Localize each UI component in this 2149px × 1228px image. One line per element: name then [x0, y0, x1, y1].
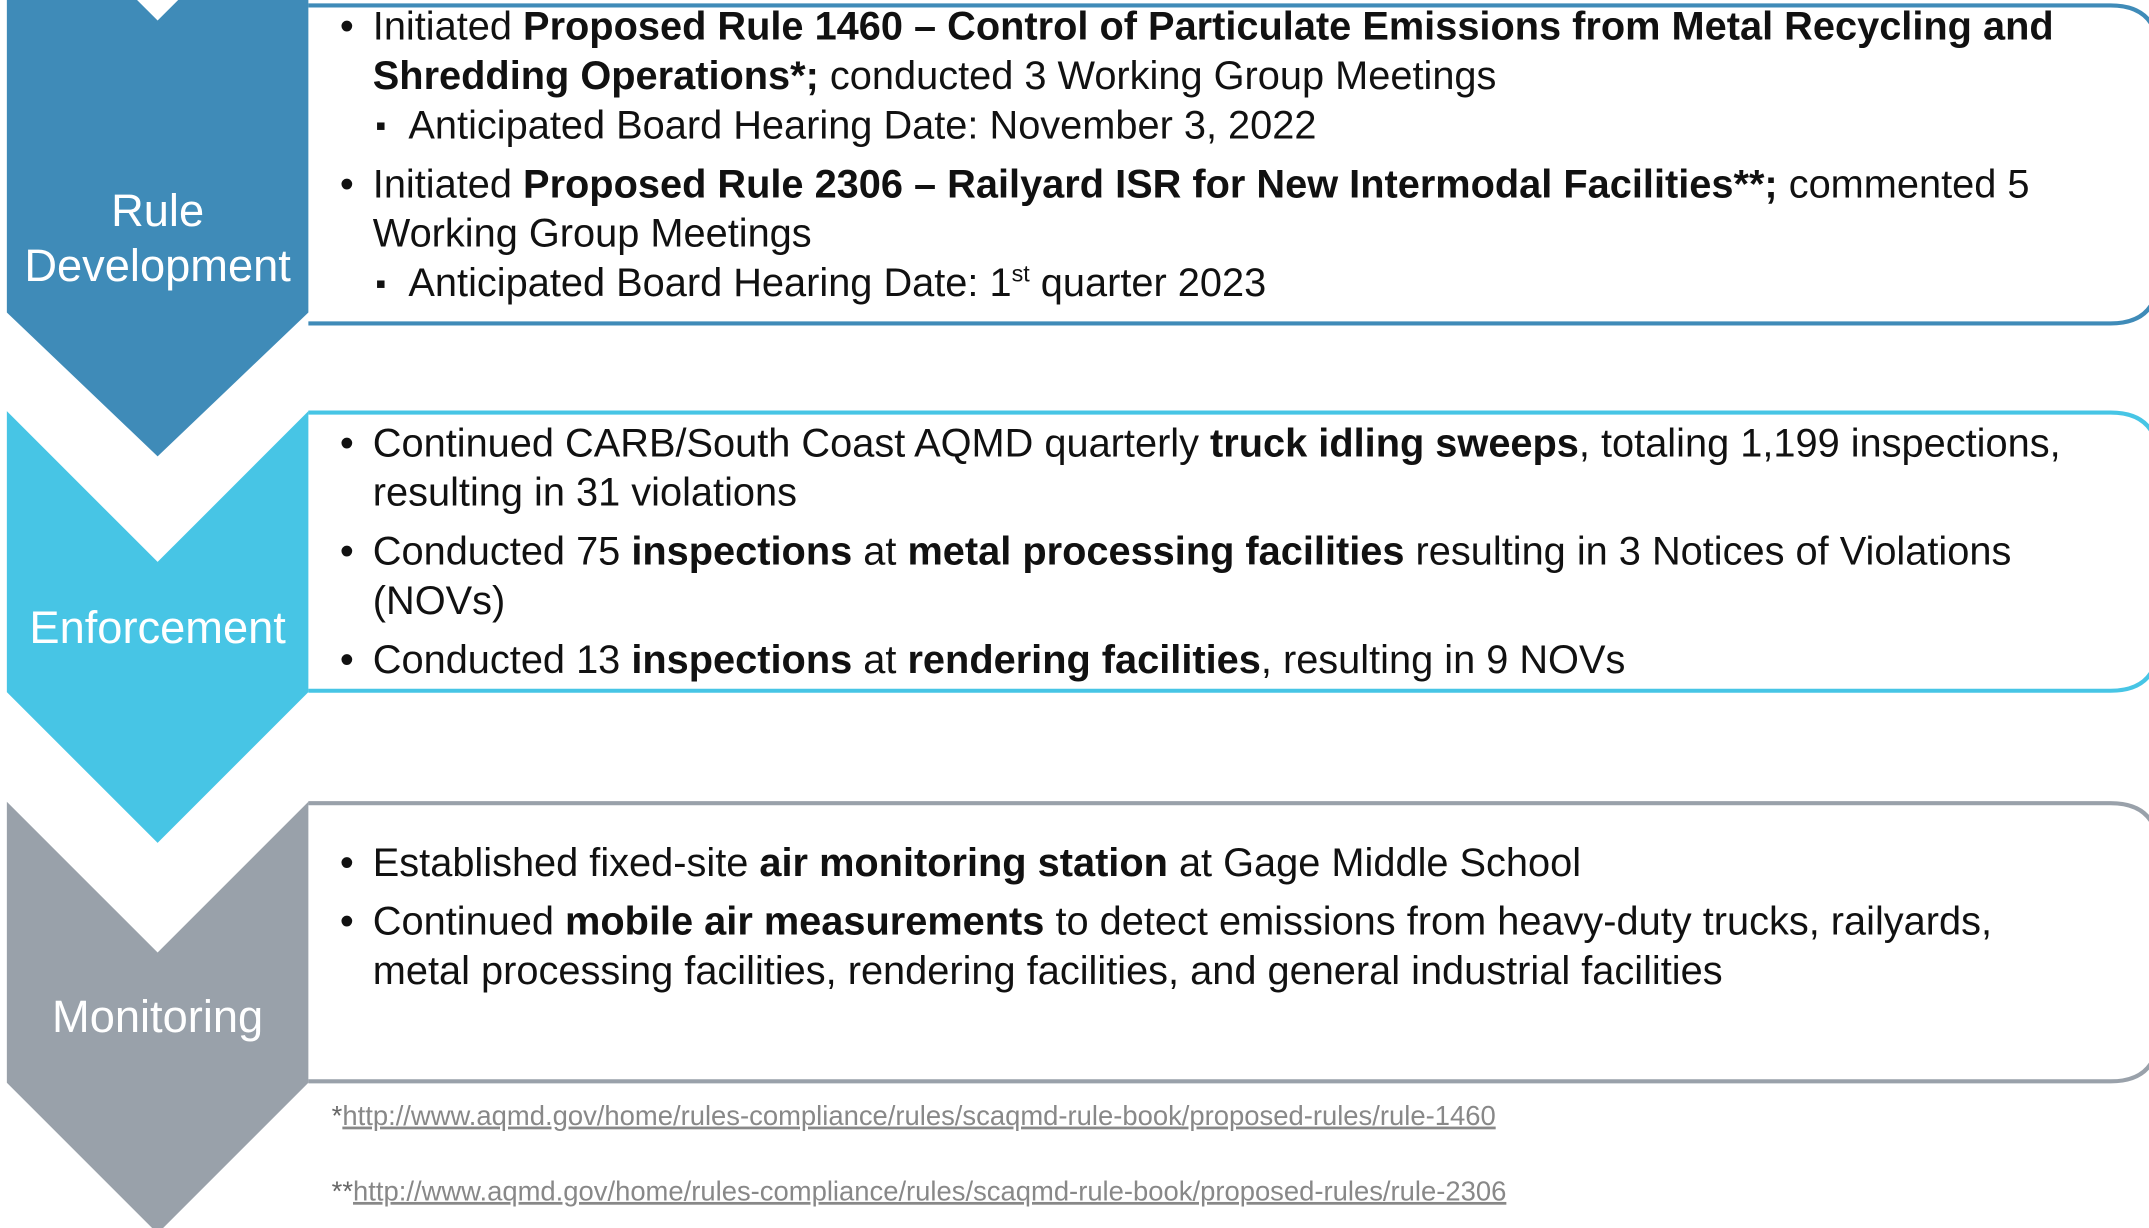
- bullet-list: Established fixed-site air monitoring st…: [340, 839, 2072, 997]
- text-run: Anticipated Board Hearing Date: November…: [408, 104, 1317, 149]
- text-run: commented 5 Working Group Meetings: [372, 163, 2030, 257]
- sub-bullet-list: Anticipated Board Hearing Date: November…: [373, 101, 2072, 150]
- sub-bullet: Anticipated Board Hearing Date: November…: [376, 101, 2072, 150]
- bullet: Established fixed-site air monitoring st…: [340, 839, 2072, 888]
- text-run: Continued CARB/South Coast AQMD quarterl…: [372, 422, 1211, 466]
- text-run: st: [1011, 260, 1030, 287]
- section-label: Enforcement: [29, 601, 286, 653]
- text-run: Initiated: [372, 5, 524, 50]
- box: [308, 410, 2149, 693]
- chevron: [6, 411, 309, 843]
- bullet: Initiated Proposed Rule 1460 – Control o…: [340, 3, 2072, 151]
- bullet-box: Continued CARB/South Coast AQMD quarterl…: [340, 419, 2072, 694]
- text-run: Proposed Rule 1460 – Control of Particul…: [372, 5, 2054, 99]
- bullet: Continued mobile air measurements to det…: [340, 898, 2072, 997]
- bullet: Initiated Proposed Rule 2306 – Railyard …: [340, 160, 2072, 308]
- section-label: Monitoring: [52, 990, 264, 1042]
- footnote: *http://www.aqmd.gov/home/rules-complian…: [332, 1102, 1496, 1134]
- text-run: rendering facilities: [907, 638, 1261, 683]
- box: [308, 3, 2149, 326]
- text-run: resulting in 3 Notices of Violations (NO…: [372, 530, 2012, 624]
- text-run: inspections: [631, 638, 853, 683]
- text-run: Continued: [372, 900, 566, 945]
- bullet-box: Initiated Proposed Rule 1460 – Control o…: [340, 3, 2072, 318]
- bullet: Conducted 13 inspections at rendering fa…: [340, 636, 2072, 685]
- text-run: Initiated: [372, 163, 524, 207]
- footnote-mark: *: [331, 1101, 343, 1133]
- sub-bullet: Anticipated Board Hearing Date: 1st quar…: [376, 259, 2072, 308]
- footnote: **http://www.aqmd.gov/home/rules-complia…: [332, 1177, 1507, 1209]
- sub-bullet-list: Anticipated Board Hearing Date: 1st quar…: [373, 259, 2072, 308]
- text-run: truck idling sweeps: [1210, 422, 1579, 466]
- text-run: Conducted 75: [372, 530, 632, 575]
- footnote-link[interactable]: http://www.aqmd.gov/home/rules-complianc…: [342, 1101, 1496, 1133]
- section-label: Rule Development: [24, 185, 291, 291]
- bullet-list: Continued CARB/South Coast AQMD quarterl…: [340, 419, 2072, 685]
- footnote-link[interactable]: http://www.aqmd.gov/home/rules-complianc…: [353, 1177, 1507, 1208]
- text-run: inspections: [631, 530, 853, 575]
- text-run: air monitoring station: [759, 841, 1168, 886]
- text-run: Anticipated Board Hearing Date: 1: [408, 261, 1012, 306]
- bullet-list: Initiated Proposed Rule 1460 – Control o…: [340, 3, 2072, 309]
- text-run: Conducted 13: [372, 638, 632, 683]
- box: [308, 801, 2149, 1084]
- text-run: at: [852, 530, 908, 575]
- text-run: , resulting in 9 NOVs: [1260, 638, 1626, 683]
- bullet: Conducted 75 inspections at metal proces…: [340, 528, 2072, 627]
- text-run: at: [852, 638, 908, 683]
- text-run: , totaling 1,199 inspections, resulting …: [372, 422, 2061, 516]
- footnote-mark: **: [331, 1177, 354, 1208]
- chevron: [6, 0, 309, 457]
- text-run: mobile air measurements: [565, 900, 1045, 945]
- text-run: quarter 2023: [1029, 261, 1267, 306]
- text-run: conducted 3 Working Group Meetings: [818, 54, 1497, 99]
- chevron: [6, 801, 309, 1228]
- text-run: to detect emissions from heavy-duty truc…: [372, 900, 1993, 994]
- bullet: Continued CARB/South Coast AQMD quarterl…: [340, 419, 2072, 518]
- text-run: Established fixed-site: [372, 841, 760, 886]
- text-run: Proposed Rule 2306 – Railyard ISR for Ne…: [523, 163, 1778, 207]
- text-run: at Gage Middle School: [1167, 841, 1582, 886]
- bullet-box: Established fixed-site air monitoring st…: [340, 839, 2072, 1006]
- text-run: metal processing facilities: [907, 530, 1405, 575]
